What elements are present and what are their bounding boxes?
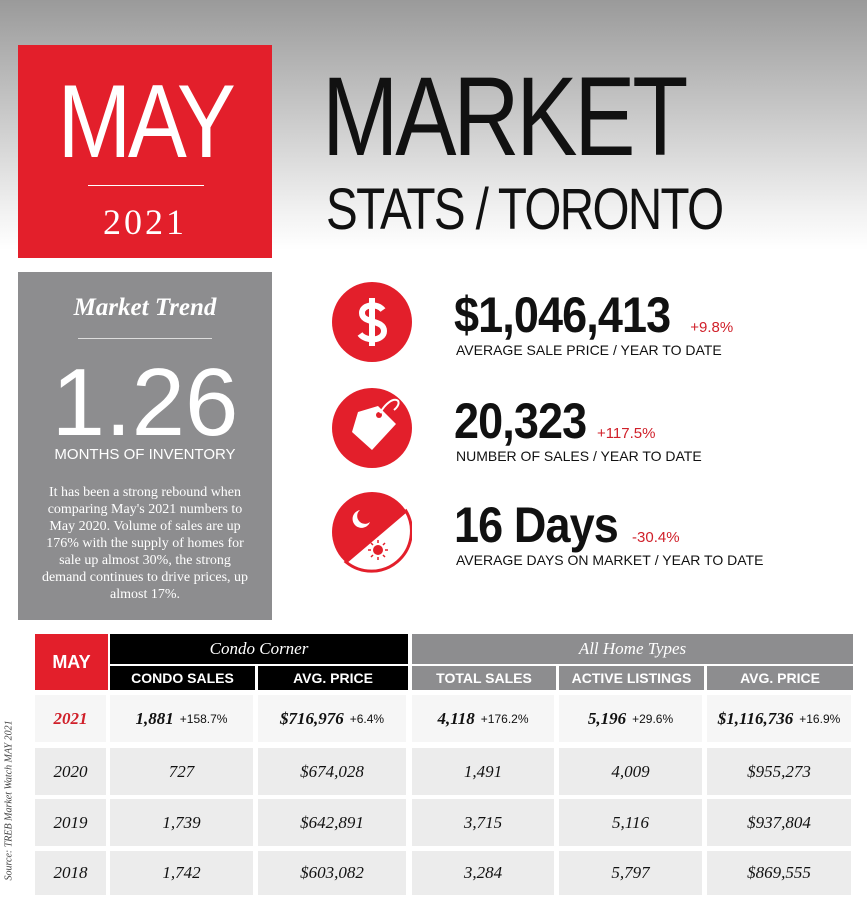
table-cell: 1,881 +158.7% <box>110 695 253 742</box>
table-cell: 1,491 <box>412 748 554 795</box>
table-cell: 4,118 +176.2% <box>412 695 554 742</box>
divider <box>78 338 212 339</box>
cell-value: 5,797 <box>611 863 650 882</box>
stat-change: +117.5% <box>596 425 656 442</box>
table-cell: 2019 <box>35 799 106 846</box>
divider <box>88 185 204 186</box>
year: 2021 <box>103 202 187 242</box>
table-cell: 4,009 <box>559 748 702 795</box>
dollar-glyph <box>357 298 388 346</box>
cell-change: +176.2% <box>480 711 529 726</box>
cell-value: $603,082 <box>300 863 364 882</box>
group-header: All Home Types <box>412 634 853 664</box>
table-cell: $603,082 <box>258 851 406 895</box>
cell-value: 2020 <box>53 761 88 781</box>
column-header: CONDO SALES <box>110 666 255 690</box>
cell-value: 1,881 <box>135 708 174 728</box>
cell-value: $674,028 <box>300 761 364 781</box>
cell-value: 5,116 <box>612 812 649 832</box>
source: Source: TREB Market Watch MAY 2021 <box>3 720 15 881</box>
group-header: Condo Corner <box>110 634 408 664</box>
stat-value: 16 Days <box>454 497 619 553</box>
table-cell: $1,116,736 +16.9% <box>707 695 851 742</box>
table-cell: $674,028 <box>258 748 406 795</box>
cell-change: +29.6% <box>632 711 674 726</box>
cell-value: 727 <box>168 761 195 781</box>
cell-value: 2019 <box>53 812 88 832</box>
trend-value: 1.26 <box>51 349 239 456</box>
table-cell: 2020 <box>35 748 106 795</box>
column-header: AVG. PRICE <box>258 666 408 690</box>
table-cell: 5,797 <box>559 851 702 895</box>
table-cell: 3,715 <box>412 799 554 846</box>
stat-period: / YEAR TO DATE <box>613 342 722 358</box>
stat-label: AVERAGE SALE PRICE <box>456 342 610 358</box>
column-header: ACTIVE LISTINGS <box>559 666 704 690</box>
stat-change: +9.8% <box>690 319 734 336</box>
cell-value: $642,891 <box>300 812 364 832</box>
stat-period: / YEAR TO DATE <box>654 552 764 568</box>
table-cell: $937,804 <box>707 799 851 846</box>
table-cell: $716,976 +6.4% <box>258 695 406 742</box>
stat-icons <box>332 282 412 573</box>
trend-label: MONTHS OF INVENTORY <box>54 446 236 463</box>
cell-value: $869,555 <box>747 863 811 882</box>
cell-value: $1,116,736 <box>717 708 794 728</box>
tag-glyph <box>352 406 396 450</box>
stat-label-row: AVERAGE SALE PRICE / YEAR TO DATE <box>456 342 722 358</box>
cell-value: 4,009 <box>611 761 650 781</box>
table-cell: 727 <box>110 748 253 795</box>
cell-change: +16.9% <box>799 711 841 726</box>
stat-value: 20,323 <box>454 393 587 449</box>
stat-label-row: NUMBER OF SALES / YEAR TO DATE <box>456 448 702 464</box>
cell-value: 1,742 <box>162 863 201 882</box>
cell-value: 1,491 <box>463 761 503 781</box>
corner-cell: MAY <box>35 634 108 690</box>
stat-period: / YEAR TO DATE <box>593 448 702 464</box>
cell-value: 3,715 <box>463 812 503 832</box>
trend-title: Market Trend <box>73 294 217 321</box>
sun <box>373 545 383 555</box>
cell-value: 5,196 <box>587 708 627 728</box>
stat-change: -30.4% <box>632 529 680 546</box>
stat-label: AVERAGE DAYS ON MARKET <box>456 552 651 568</box>
table-cell: $642,891 <box>258 799 406 846</box>
month-box: MAY 2021 <box>18 45 272 258</box>
cell-value: 1,739 <box>162 812 201 832</box>
cell-value: 2018 <box>53 863 88 882</box>
stat-value: $1,046,413 <box>454 287 671 343</box>
cell-value: 2021 <box>53 708 88 728</box>
cell-value: 4,118 <box>437 708 475 728</box>
table-cell: $955,273 <box>707 748 851 795</box>
table-cell: $869,555 <box>707 851 851 895</box>
title: MARKET <box>322 54 688 179</box>
cell-value: $716,976 <box>279 708 344 728</box>
trend-text: It has been a strong rebound when compar… <box>41 485 249 602</box>
stat-label-row: AVERAGE DAYS ON MARKET / YEAR TO DATE <box>456 552 763 568</box>
trend-panel: Market Trend 1.26 MONTHS OF INVENTORY It… <box>18 272 272 620</box>
stat-row: $1,046,413 +9.8% <box>454 286 733 344</box>
stat-row: 16 Days -30.4% <box>454 496 680 554</box>
table-cell: 1,739 <box>110 799 253 846</box>
cell-value: 3,284 <box>463 863 503 882</box>
table-cell: 1,742 <box>110 851 253 895</box>
subtitle: STATS / TORONTO <box>326 177 724 242</box>
cell-value: $955,273 <box>747 761 811 781</box>
table-cell: 5,196 +29.6% <box>559 695 702 742</box>
table-cell: 2018 <box>35 851 106 895</box>
month: MAY <box>57 64 236 180</box>
table-cell: 3,284 <box>412 851 554 895</box>
stat-label: NUMBER OF SALES <box>456 448 590 464</box>
column-header: AVG. PRICE <box>707 666 853 690</box>
moon <box>352 510 370 528</box>
cell-value: $937,804 <box>747 812 811 832</box>
stat-row: 20,323 +117.5% <box>454 392 655 450</box>
column-header: TOTAL SALES <box>412 666 556 690</box>
cell-change: +6.4% <box>349 711 385 726</box>
cell-change: +158.7% <box>179 711 228 726</box>
table-cell: 5,116 <box>559 799 702 846</box>
table-cell: 2021 <box>35 695 106 742</box>
